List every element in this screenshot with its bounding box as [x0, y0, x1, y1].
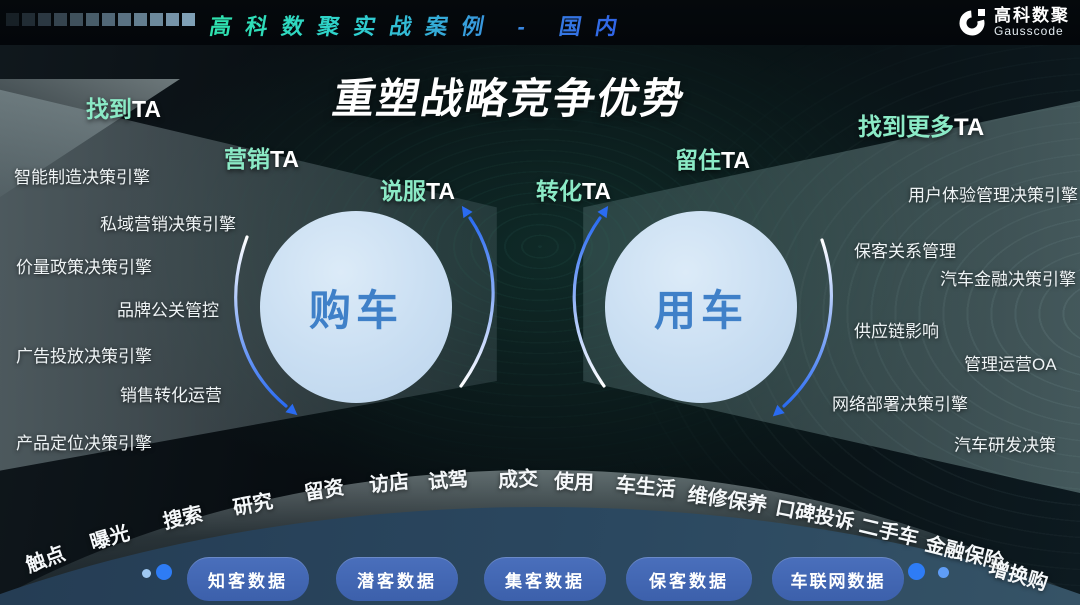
circle-use-car-label: 用车 [653, 286, 748, 334]
header-bar: 高科数聚实战案例 - 国内 高科数聚 Gausscode [0, 0, 1080, 45]
engine-label-network-deployment: 网络部署决策引擎 [832, 395, 968, 414]
data-button-prospect-customer[interactable]: 潜客数据 [336, 557, 458, 601]
journey-label-lead: 留资 [302, 476, 346, 505]
engine-label-sales-conversion: 销售转化运营 [120, 386, 222, 405]
engine-label-private-domain-marketing: 私域营销决策引擎 [100, 215, 236, 234]
logo-text: 高科数聚 Gausscode [994, 5, 1070, 38]
stage-label-suffix: TA [721, 147, 750, 173]
stage-label-highlight: 找到 [86, 96, 132, 122]
engine-label-ad-placement: 广告投放决策引擎 [16, 347, 152, 366]
engine-label-supply-chain: 供应链影响 [854, 322, 939, 341]
logo-subtitle: Gausscode [994, 23, 1064, 38]
journey-label-test-drive: 试驾 [427, 468, 470, 494]
logo-name: 高科数聚 [994, 5, 1070, 25]
stage-label-suffix: TA [426, 178, 455, 204]
decoration-dot-small-left [142, 569, 151, 578]
stage-label-highlight: 转化 [536, 178, 582, 204]
journey-label-car-life: 车生活 [614, 474, 677, 502]
circle-buy-car-label: 购车 [308, 286, 403, 334]
stage-label-suffix: TA [270, 146, 299, 172]
data-button-connected-car[interactable]: 车联网数据 [772, 557, 904, 601]
data-button-retained-customer[interactable]: 保客数据 [626, 557, 752, 601]
logo: 高科数聚 Gausscode [958, 6, 1070, 38]
engine-label-price-volume-policy: 价量政策决策引擎 [16, 258, 152, 277]
decoration-dot-large-right [908, 563, 925, 580]
journey-label-store-visit: 访店 [368, 470, 411, 497]
journey-label-deal: 成交 [497, 467, 539, 492]
stage-label-find-ta: 找到TA [86, 90, 161, 124]
engine-label-product-positioning: 产品定位决策引擎 [16, 434, 152, 453]
engine-label-auto-finance: 汽车金融决策引擎 [940, 270, 1076, 289]
gausscode-logo-icon [959, 9, 985, 36]
engine-label-customer-retention: 保客关系管理 [854, 242, 956, 261]
stage-label-highlight: 找到更多 [858, 114, 954, 141]
stage-label-suffix: TA [582, 178, 611, 204]
engine-label-brand-pr: 品牌公关管控 [117, 301, 219, 320]
decoration-dot-small-right [938, 567, 949, 578]
stage-label-suffix: TA [132, 96, 161, 122]
header-squares-decoration [6, 13, 198, 26]
stage-label-persuade-ta: 说服TA [380, 172, 455, 206]
engine-label-user-experience: 用户体验管理决策引擎 [908, 186, 1078, 205]
journey-label-usage: 使用 [553, 471, 595, 495]
header-case-title: 高科数聚实战案例 - 国内 [207, 9, 634, 41]
stage-label-highlight: 营销 [224, 146, 270, 172]
decoration-dot-large-left [156, 564, 172, 580]
engine-label-operations-oa: 管理运营OA [964, 355, 1057, 374]
stage-label-find-more-ta: 找到更多TA [858, 107, 984, 142]
stage-label-convert-ta: 转化TA [536, 172, 611, 206]
diagram-stage: 重塑战略竞争优势 找到TA 营销TA 说服TA 转化TA 留住TA 找到更多TA… [0, 45, 1080, 605]
stage-label-highlight: 留住 [675, 147, 721, 173]
circle-buy-car: 购车 [260, 211, 452, 403]
circle-use-car: 用车 [605, 211, 797, 403]
stage-label-retain-ta: 留住TA [675, 141, 750, 175]
data-button-aware-customer[interactable]: 知客数据 [187, 557, 309, 601]
engine-label-rd-decision: 汽车研发决策 [954, 436, 1056, 455]
stage-label-highlight: 说服 [380, 178, 426, 204]
data-button-gathered-customer[interactable]: 集客数据 [484, 557, 606, 601]
engine-label-smart-manufacturing: 智能制造决策引擎 [14, 168, 150, 187]
stage-label-market-ta: 营销TA [224, 140, 299, 174]
stage-label-suffix: TA [954, 114, 985, 141]
